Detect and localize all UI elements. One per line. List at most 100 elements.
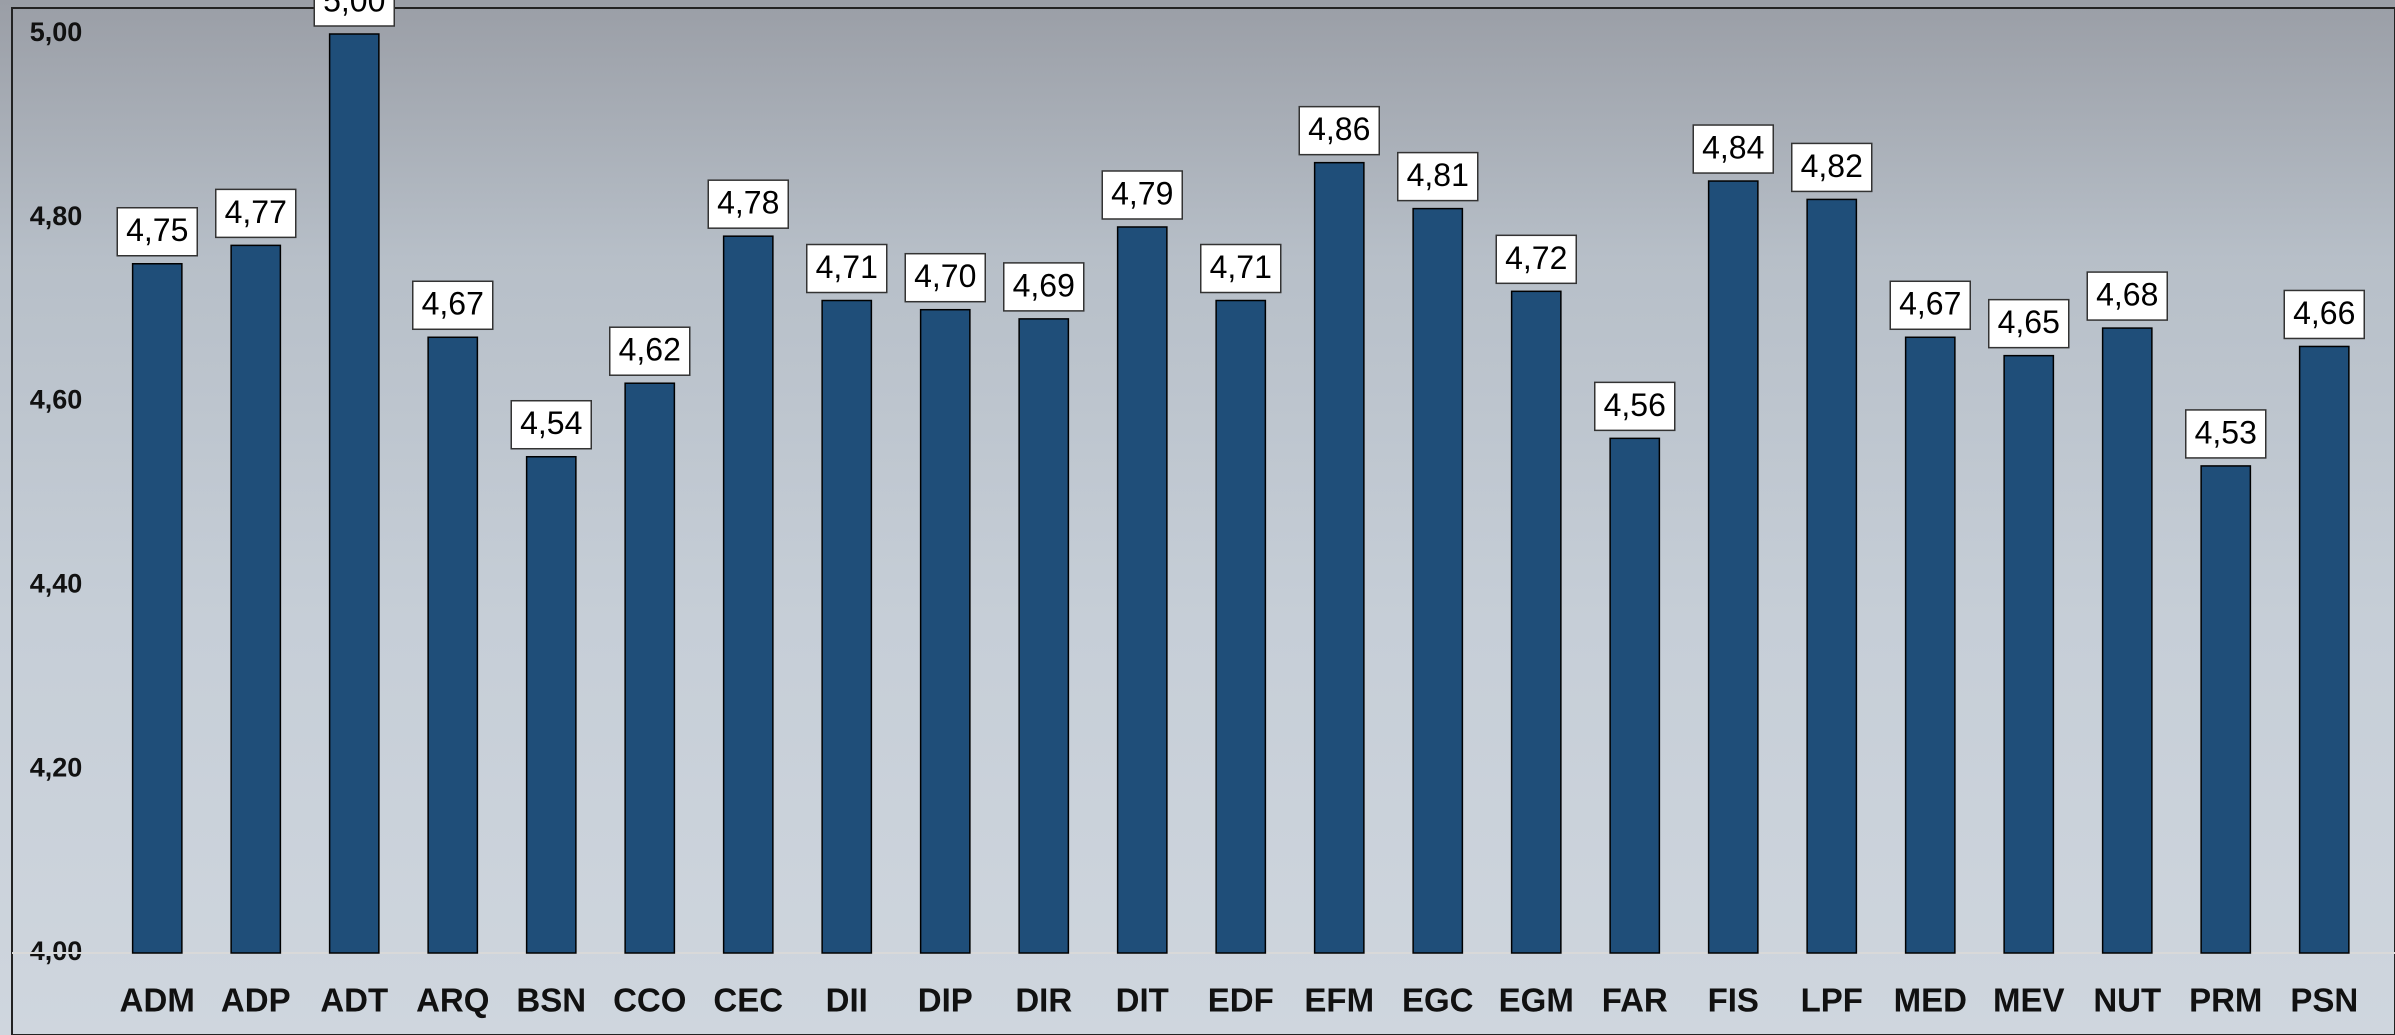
value-label: 4,77 bbox=[225, 194, 287, 230]
value-label: 4,71 bbox=[816, 249, 878, 285]
bar bbox=[1116, 226, 1168, 954]
bar bbox=[821, 299, 873, 954]
value-label-box bbox=[1594, 381, 1676, 432]
x-tick-label: NUT bbox=[2093, 982, 2161, 1019]
x-tick-label: DII bbox=[826, 982, 868, 1019]
bar bbox=[1412, 207, 1464, 954]
bar bbox=[427, 336, 479, 954]
x-tick-label: FIS bbox=[1708, 982, 1759, 1019]
value-label-box bbox=[116, 207, 198, 257]
bar bbox=[1806, 198, 1858, 954]
bar bbox=[1707, 180, 1759, 954]
x-tick-label: LPF bbox=[1801, 982, 1863, 1019]
bar bbox=[1904, 336, 1956, 954]
value-label-box bbox=[609, 326, 691, 376]
value-label: 4,84 bbox=[1702, 129, 1764, 165]
value-label: 4,81 bbox=[1407, 157, 1469, 193]
value-label: 4,71 bbox=[1210, 249, 1272, 285]
value-label: 4,66 bbox=[2293, 295, 2355, 331]
value-label-box bbox=[2185, 409, 2267, 459]
x-tick-label: EFM bbox=[1304, 982, 1374, 1019]
x-tick-label: BSN bbox=[516, 982, 586, 1019]
x-tick-label: PRM bbox=[2189, 982, 2262, 1019]
value-label: 4,68 bbox=[2096, 277, 2158, 313]
value-label-box bbox=[1200, 243, 1282, 294]
bar bbox=[1215, 299, 1267, 954]
bar bbox=[2200, 465, 2252, 954]
x-tick-label: MEV bbox=[1993, 982, 2065, 1019]
x-tick-label: ADP bbox=[221, 982, 291, 1019]
bar bbox=[2003, 354, 2055, 954]
y-tick-label: 5,00 bbox=[30, 17, 83, 47]
x-tick-label: ADT bbox=[320, 982, 388, 1019]
value-label-box bbox=[2086, 271, 2168, 321]
bar bbox=[1018, 318, 1070, 954]
x-tick-label: FAR bbox=[1602, 982, 1668, 1019]
value-label-box bbox=[806, 243, 888, 294]
bar bbox=[919, 308, 971, 954]
value-label: 4,67 bbox=[1899, 286, 1961, 322]
value-label: 4,82 bbox=[1801, 148, 1863, 184]
bar bbox=[1313, 161, 1365, 954]
plot-frame bbox=[11, 7, 2395, 1035]
value-label-box bbox=[1003, 262, 1085, 312]
value-label-box bbox=[1298, 105, 1380, 156]
value-label-box bbox=[707, 179, 789, 229]
x-tick-label: EDF bbox=[1208, 982, 1274, 1019]
value-label-box bbox=[904, 252, 986, 303]
value-label-box bbox=[1988, 298, 2070, 349]
bar bbox=[2101, 327, 2153, 954]
value-label: 4,72 bbox=[1505, 240, 1567, 276]
value-label-box bbox=[1397, 151, 1479, 202]
value-label: 4,54 bbox=[520, 405, 582, 441]
bar bbox=[328, 33, 380, 954]
value-label-box bbox=[1889, 280, 1971, 331]
value-label: 4,75 bbox=[126, 212, 188, 248]
x-tick-label: EGM bbox=[1499, 982, 1574, 1019]
x-tick-label: PSN bbox=[2290, 982, 2358, 1019]
value-label: 4,53 bbox=[2195, 414, 2257, 450]
bar bbox=[2298, 345, 2350, 954]
value-label-box bbox=[215, 188, 297, 239]
bar bbox=[525, 455, 577, 954]
x-tick-label: EGC bbox=[1402, 982, 1474, 1019]
x-tick-label: MED bbox=[1894, 982, 1967, 1019]
value-label: 4,78 bbox=[717, 185, 779, 221]
x-tick-label: CEC bbox=[713, 982, 783, 1019]
bar bbox=[1609, 437, 1661, 954]
value-label-box bbox=[313, 0, 395, 27]
bar bbox=[1510, 290, 1562, 954]
value-label: 4,65 bbox=[1998, 304, 2060, 340]
value-label: 4,70 bbox=[914, 258, 976, 294]
bar bbox=[230, 244, 282, 954]
y-tick-label: 4,00 bbox=[30, 936, 83, 966]
x-tick-label: CCO bbox=[613, 982, 686, 1019]
value-label-box bbox=[1101, 170, 1183, 220]
value-label-box bbox=[2283, 289, 2365, 340]
bar bbox=[722, 235, 774, 954]
bar bbox=[624, 382, 676, 954]
x-tick-label: ARQ bbox=[416, 982, 489, 1019]
value-label: 4,67 bbox=[422, 286, 484, 322]
value-label: 4,62 bbox=[619, 332, 681, 368]
value-label-box bbox=[1692, 124, 1774, 174]
x-tick-label: DIP bbox=[918, 982, 973, 1019]
x-tick-label: ADM bbox=[120, 982, 195, 1019]
value-label: 4,86 bbox=[1308, 111, 1370, 147]
value-label-box bbox=[1791, 142, 1873, 193]
value-label-box bbox=[412, 280, 494, 331]
value-label: 4,69 bbox=[1013, 267, 1075, 303]
y-tick-label: 4,80 bbox=[30, 201, 83, 231]
value-label-box bbox=[1495, 234, 1577, 285]
x-tick-label: DIR bbox=[1015, 982, 1072, 1019]
value-label-box bbox=[510, 399, 592, 450]
value-label: 4,79 bbox=[1111, 175, 1173, 211]
y-tick-label: 4,40 bbox=[30, 569, 83, 599]
y-tick-label: 4,60 bbox=[30, 385, 83, 415]
y-tick-label: 4,20 bbox=[30, 752, 83, 782]
x-tick-label: DIT bbox=[1116, 982, 1169, 1019]
bar bbox=[131, 263, 183, 954]
